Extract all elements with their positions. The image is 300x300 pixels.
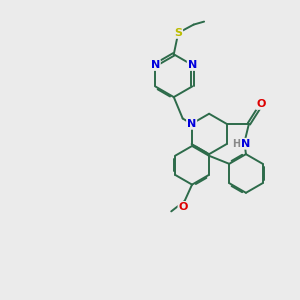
Text: O: O: [256, 99, 266, 109]
Text: N: N: [241, 139, 250, 149]
Text: N: N: [188, 60, 197, 70]
Text: H: H: [232, 139, 240, 149]
Text: N: N: [187, 119, 196, 129]
Text: S: S: [174, 28, 182, 38]
Text: O: O: [178, 202, 188, 212]
Text: N: N: [151, 60, 160, 70]
